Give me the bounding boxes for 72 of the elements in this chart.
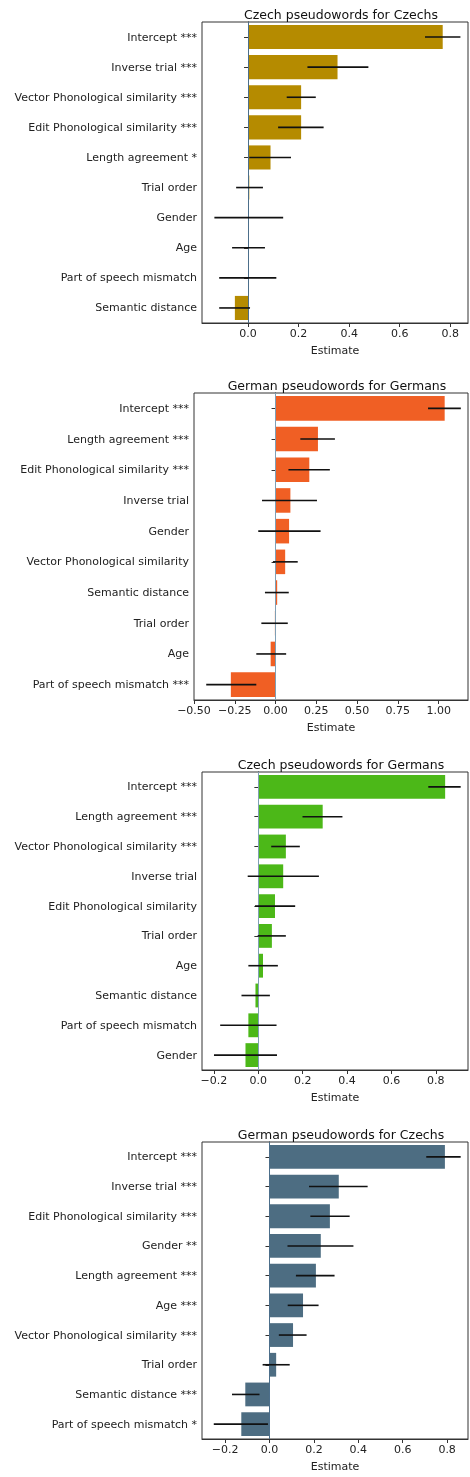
chart-title: German pseudowords for Germans — [227, 378, 447, 393]
y-tick-label: Edit Phonological similarity *** — [28, 120, 198, 134]
y-tick-label: Trial order — [140, 929, 198, 943]
x-tick-label: 0.75 — [385, 704, 411, 717]
y-tick-label: Intercept *** — [127, 30, 198, 44]
x-axis-title: Estimate — [310, 1091, 360, 1104]
y-tick-label: Length agreement *** — [67, 432, 190, 446]
x-tick-label: 0.8 — [427, 1074, 445, 1087]
x-tick-label: 0.4 — [340, 327, 358, 340]
y-tick-label: Edit Phonological similarity *** — [20, 463, 190, 477]
x-tick-label: 0.2 — [289, 327, 308, 340]
x-tick-label: 1.00 — [426, 704, 451, 717]
x-tick-label: 0.0 — [260, 1443, 279, 1456]
y-tick-label: Age *** — [155, 1298, 198, 1312]
y-tick-label: Length agreement * — [86, 150, 198, 164]
chart-title: Czech pseudowords for Germans — [237, 757, 445, 772]
chart-title: German pseudowords for Czechs — [237, 1127, 445, 1142]
y-tick-label: Age — [167, 647, 190, 661]
x-tick-label: 0.50 — [344, 704, 370, 717]
x-axis-title: Estimate — [306, 721, 356, 734]
x-tick-label: 0.6 — [393, 1443, 412, 1456]
y-tick-label: Age — [175, 959, 198, 973]
y-tick-label: Intercept *** — [127, 780, 198, 794]
y-tick-label: Semantic distance — [87, 586, 190, 600]
y-tick-label: Vector Phonological similarity *** — [14, 1328, 198, 1342]
x-tick-label: 0.2 — [293, 1074, 312, 1087]
y-tick-label: Age — [175, 241, 198, 255]
y-tick-label: Edit Phonological similarity *** — [28, 1209, 198, 1223]
y-tick-label: Inverse trial — [123, 493, 189, 507]
y-tick-label: Semantic distance — [95, 301, 198, 315]
y-tick-label: Vector Phonological similarity — [26, 555, 190, 569]
y-tick-label: Part of speech mismatch — [60, 1018, 198, 1032]
y-tick-label: Part of speech mismatch *** — [32, 678, 190, 692]
y-tick-label: Intercept *** — [119, 401, 190, 415]
y-tick-label: Trial order — [140, 1358, 198, 1372]
y-tick-label: Vector Phonological similarity *** — [14, 90, 198, 104]
y-tick-label: Edit Phonological similarity — [48, 899, 198, 913]
x-tick-label: −0.2 — [200, 1074, 228, 1087]
x-tick-label: 0.0 — [239, 327, 257, 340]
x-tick-label: 0.8 — [441, 327, 460, 340]
y-tick-label: Trial order — [132, 616, 190, 630]
y-tick-label: Length agreement *** — [75, 1269, 198, 1283]
x-tick-label: −0.25 — [217, 704, 252, 717]
y-tick-label: Trial order — [140, 181, 198, 195]
y-tick-label: Vector Phonological similarity *** — [14, 840, 198, 853]
y-tick-label: Gender — [156, 1048, 198, 1062]
y-tick-label: Part of speech mismatch — [60, 271, 198, 285]
y-tick-label: Gender — [148, 524, 190, 538]
y-tick-label: Length agreement *** — [75, 810, 198, 824]
x-tick-label: 0.6 — [382, 1074, 401, 1087]
x-tick-label: −0.2 — [211, 1443, 239, 1456]
x-tick-label: 0.0 — [249, 1074, 268, 1087]
x-tick-label: 0.6 — [390, 327, 409, 340]
y-tick-label: Semantic distance *** — [75, 1387, 198, 1401]
x-tick-label: 0.25 — [304, 704, 329, 717]
x-axis-title: Estimate — [310, 1460, 360, 1473]
x-tick-label: 0.00 — [263, 704, 288, 717]
chart-title: Czech pseudowords for Czechs — [243, 7, 439, 22]
x-axis-title: Estimate — [310, 344, 360, 357]
x-tick-label: 0.4 — [349, 1443, 368, 1456]
y-tick-label: Semantic distance — [95, 989, 198, 1002]
x-tick-label: −0.50 — [177, 704, 211, 717]
y-tick-label: Gender — [156, 211, 198, 225]
y-tick-label: Inverse trial *** — [111, 1180, 198, 1194]
y-tick-label: Intercept *** — [127, 1150, 198, 1164]
y-tick-label: Part of speech mismatch * — [51, 1417, 198, 1431]
y-tick-label: Inverse trial *** — [111, 60, 198, 74]
x-tick-label: 0.4 — [338, 1074, 356, 1087]
y-tick-label: Gender ** — [141, 1239, 198, 1253]
x-tick-label: 0.8 — [438, 1443, 456, 1456]
y-tick-label: Inverse trial — [131, 869, 197, 883]
x-tick-label: 0.2 — [305, 1443, 323, 1456]
